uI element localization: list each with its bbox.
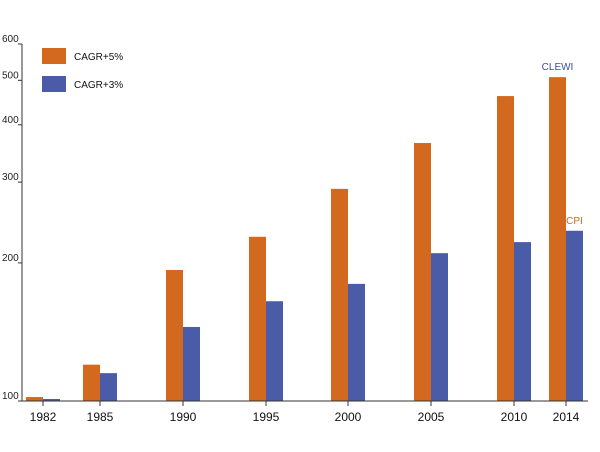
y-tick-label: 600 [2, 34, 19, 45]
bar-cagr5-2010 [497, 96, 514, 402]
x-tick-label-2005: 2005 [418, 410, 445, 424]
y-tick-label: 100 [2, 391, 19, 402]
bar-cagr5-2005 [414, 143, 431, 402]
legend-label-cagr3: CAGR+3% [74, 80, 123, 91]
x-axis-ticks: 1982 1985 1990 1995 2000 2005 2010 2014 [30, 401, 580, 424]
y-tick-label: 300 [2, 172, 19, 183]
legend: CAGR+5% CAGR+3% [42, 48, 123, 92]
legend-label-cagr5: CAGR+5% [74, 52, 123, 63]
bar-cagr5-2000 [331, 188, 348, 401]
bar-cagr3-2000 [348, 283, 365, 401]
x-tick-label-1990: 1990 [170, 410, 197, 424]
legend-swatch-cagr5 [42, 48, 66, 64]
bar-cagr5-1990 [166, 269, 183, 401]
y-tick-label: 400 [2, 115, 19, 126]
bar-cagr5-1995 [249, 236, 266, 401]
bar-cagr3-1985 [100, 373, 117, 401]
bar-cagr3-1990 [183, 326, 200, 401]
bar-cagr5-2014 [549, 77, 566, 401]
bar-cagr5-1982 [26, 397, 43, 401]
bar-cagr3-1995 [266, 301, 283, 401]
bar-cagr5-1985 [83, 364, 100, 401]
x-tick-label-2000: 2000 [335, 410, 362, 424]
legend-swatch-cagr3 [42, 76, 66, 92]
x-tick-label-2010: 2010 [501, 410, 528, 424]
x-tick-label-1995: 1995 [253, 410, 280, 424]
annotation-cpi: CPI [566, 216, 583, 227]
bars-group [26, 77, 583, 402]
y-axis-ticks: 100 200 300 400 500 600 [2, 34, 22, 402]
annotation-clewi: CLEWI [542, 62, 574, 73]
x-tick-label-1982: 1982 [30, 410, 57, 424]
y-tick-label: 200 [2, 253, 19, 264]
x-tick-label-2014: 2014 [553, 410, 580, 424]
bar-cagr3-2010 [514, 242, 531, 401]
y-tick-label: 500 [2, 70, 19, 81]
bar-cagr3-2014 [566, 230, 583, 401]
bar-cagr3-2005 [431, 253, 448, 401]
bar-cagr3-1982 [43, 399, 60, 401]
annotations-group: CLEWI CPI [542, 62, 583, 227]
x-tick-label-1985: 1985 [87, 410, 114, 424]
